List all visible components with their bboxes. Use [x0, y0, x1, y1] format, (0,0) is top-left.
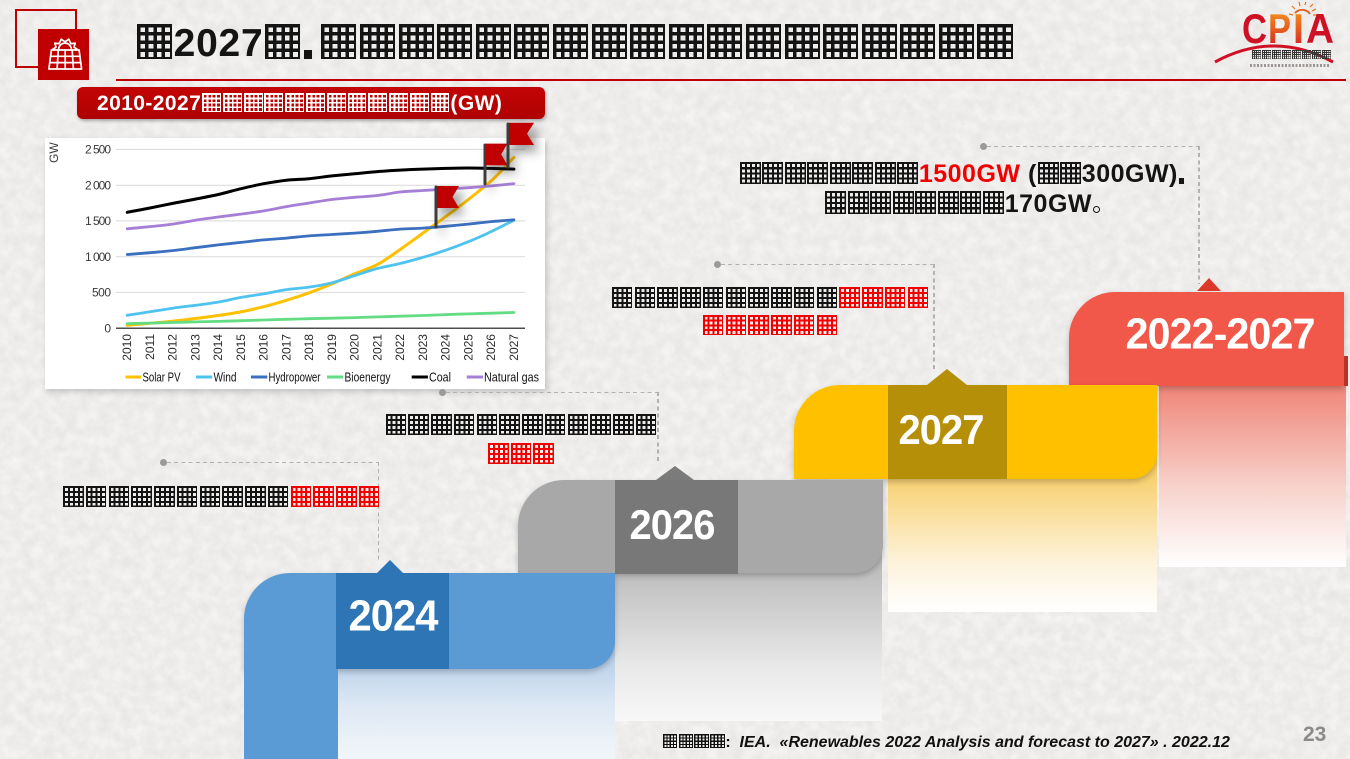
- svg-text:2017: 2017: [279, 334, 293, 361]
- svg-text:500: 500: [92, 286, 111, 300]
- svg-text:2025: 2025: [461, 334, 475, 361]
- svg-text:2018: 2018: [302, 334, 316, 361]
- svg-text:2024: 2024: [439, 334, 453, 361]
- svg-text:P: P: [1268, 5, 1291, 52]
- svg-text:1 500: 1 500: [85, 214, 111, 228]
- svg-text:2020: 2020: [348, 334, 362, 361]
- svg-text:I: I: [1293, 5, 1304, 52]
- svg-text:0: 0: [104, 321, 111, 335]
- svg-text:C: C: [1242, 5, 1267, 52]
- svg-text:2023: 2023: [416, 334, 430, 361]
- svg-text:Natural gas: Natural gas: [484, 371, 539, 385]
- svg-text:2015: 2015: [234, 334, 248, 361]
- svg-text:2013: 2013: [188, 334, 202, 361]
- svg-text:1 000: 1 000: [85, 250, 111, 264]
- svg-text:Wind: Wind: [214, 371, 237, 385]
- svg-text:2 500: 2 500: [85, 143, 111, 157]
- svg-text:2027: 2027: [507, 334, 521, 361]
- svg-text:2019: 2019: [325, 334, 339, 361]
- svg-text:2011: 2011: [143, 334, 157, 360]
- svg-text:2010: 2010: [120, 334, 134, 361]
- svg-text:A: A: [1306, 5, 1334, 52]
- svg-text:2014: 2014: [211, 334, 225, 361]
- svg-text:2021: 2021: [370, 334, 384, 361]
- svg-text:Bioenergy: Bioenergy: [345, 371, 392, 385]
- svg-text:Coal: Coal: [429, 371, 451, 385]
- svg-text:2022: 2022: [393, 334, 407, 361]
- svg-text:2012: 2012: [166, 334, 180, 361]
- svg-text:Hydropower: Hydropower: [269, 371, 321, 385]
- svg-text:GW: GW: [47, 142, 61, 163]
- svg-text:2016: 2016: [257, 334, 271, 361]
- svg-text:2 000: 2 000: [85, 178, 111, 192]
- svg-text:Solar PV: Solar PV: [143, 371, 181, 385]
- svg-text:2026: 2026: [484, 334, 498, 361]
